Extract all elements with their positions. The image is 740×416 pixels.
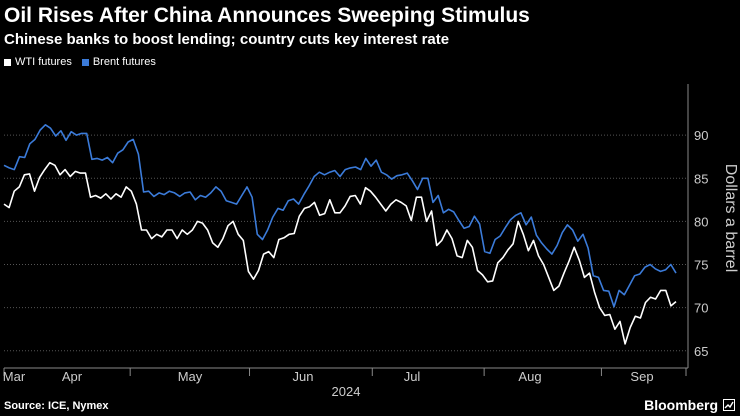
legend-swatch-brent	[81, 58, 89, 66]
x-tick-label: May	[178, 369, 203, 384]
x-tick-label: Apr	[62, 369, 83, 384]
x-tick-label: Sep	[630, 369, 653, 384]
legend-swatch-wti	[4, 58, 11, 66]
y-tick-label: 70	[694, 301, 708, 316]
legend-label-wti: WTI futures	[15, 56, 72, 68]
source-note: Source: ICE, Nymex	[4, 400, 109, 412]
y-tick-label: 80	[694, 214, 708, 229]
y-tick-label: 65	[694, 344, 708, 359]
x-tick-label: Jul	[404, 369, 421, 384]
chart-title: Oil Rises After China Announces Sweeping…	[4, 4, 530, 27]
bloomberg-logo: Bloomberg	[644, 397, 718, 413]
y-tick-label: 75	[694, 258, 708, 273]
x-axis-year-label: 2024	[332, 384, 361, 399]
series-line-wti	[3, 161, 677, 345]
y-axis-title: Dollars a barrel	[722, 164, 739, 272]
x-tick-label: Jun	[293, 369, 314, 384]
series-line-brent	[3, 124, 677, 308]
y-tick-label: 90	[694, 128, 708, 143]
x-tick-label: Aug	[518, 369, 541, 384]
x-tick-label: Mar	[3, 369, 26, 384]
legend-item-wti: WTI futures	[4, 56, 72, 68]
bloomberg-mark-icon	[723, 399, 735, 411]
chart-subtitle: Chinese banks to boost lending; country …	[4, 31, 450, 48]
y-tick-label: 85	[694, 171, 708, 186]
chart-legend: WTI futures Brent futures	[4, 56, 156, 68]
legend-item-brent: Brent futures	[81, 56, 156, 68]
legend-label-brent: Brent futures	[92, 56, 156, 68]
